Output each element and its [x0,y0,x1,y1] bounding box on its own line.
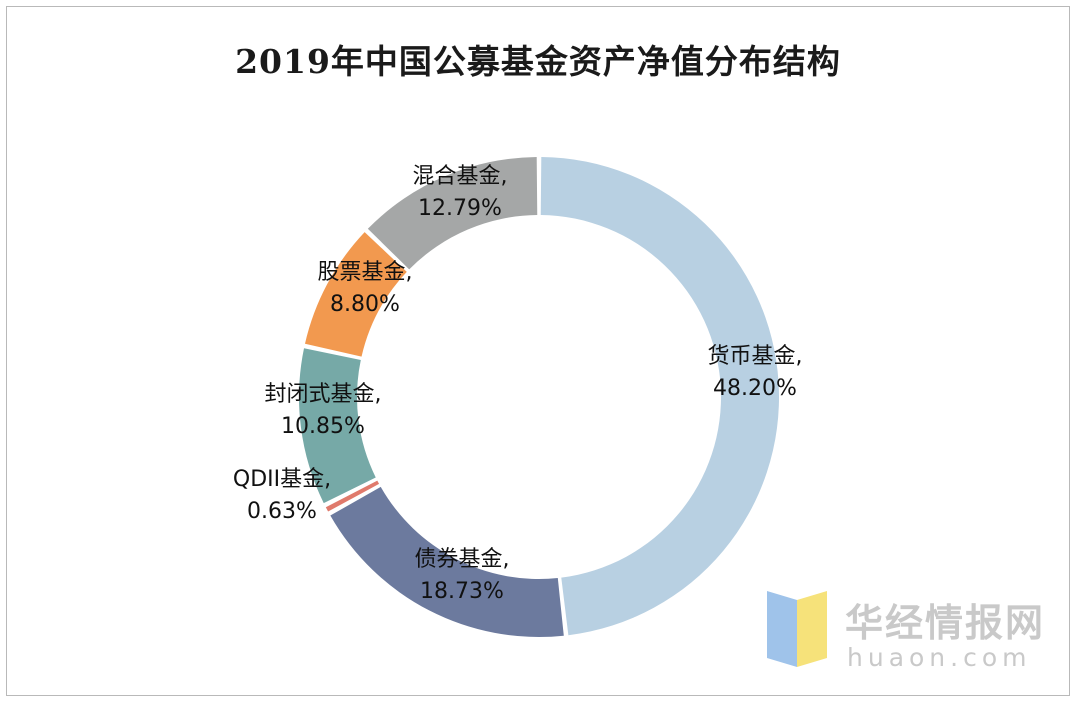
slice-label-value-1: 48.20% [713,376,797,401]
slice-label-name-3: QDII基金, [233,467,331,492]
watermark-url: huaon.com [847,643,1032,672]
slice-5 [304,232,407,357]
slice-label-value-2: 18.73% [420,579,504,604]
slice-3 [325,480,380,512]
donut-chart: 货币基金, 48.20% 债券基金, 18.73% QDII基金, 0.63% 封闭式基金,… [233,157,827,667]
slice-label-name-5: 股票基金, [318,260,413,285]
slice-label-value-3: 0.63% [247,499,317,524]
slice-6 [367,157,538,270]
slice-4 [298,348,376,504]
slice-label-name-2: 债券基金, [415,547,510,572]
labels-group: 货币基金, 48.20% 债券基金, 18.73% QDII基金, 0.63% 封闭式基金,… [233,164,803,604]
slice-1 [540,157,780,636]
slices-group [298,157,780,637]
slice-2 [330,486,564,637]
logo-left-panel [767,591,797,667]
watermark-logo [767,591,827,667]
slice-label-value-6: 12.79% [418,196,502,221]
slice-label-name-4: 封闭式基金, [265,382,382,407]
slice-label-value-5: 8.80% [330,292,400,317]
chart-title: 2019年中国公募基金资产净值分布结构 [235,42,841,81]
slice-label-name-6: 混合基金, [413,164,508,189]
slice-label-name-1: 货币基金, [708,344,803,369]
chart-frame: 2019年中国公募基金资产净值分布结构 货币基金, 48.20% 债券基金, 18.7… [6,6,1070,696]
slice-label-value-4: 10.85% [281,414,365,439]
logo-right-panel [797,591,827,667]
watermark-name: 华经情报网 [845,601,1046,645]
